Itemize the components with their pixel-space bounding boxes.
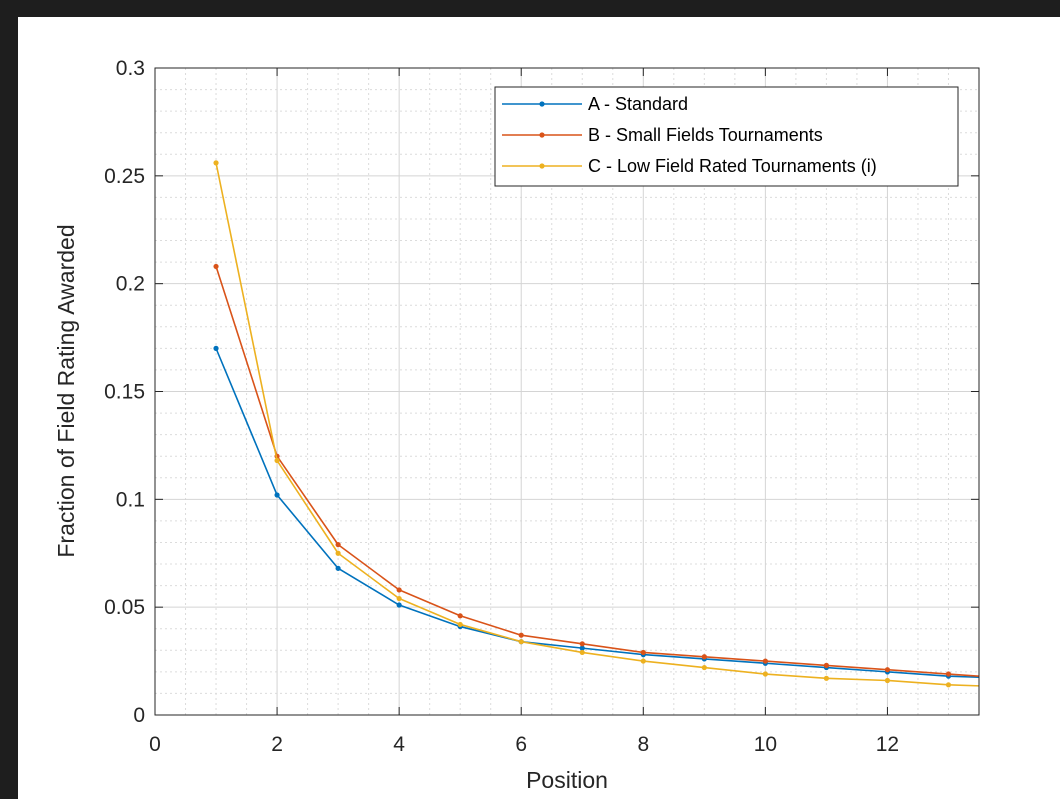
series-point-0 bbox=[396, 602, 402, 608]
x-axis-label: Position bbox=[526, 767, 608, 793]
figure: 0 2 4 6 8 10 12 0 0.05 0.1 0.15 0.2 0.25 0.3 Positio… bbox=[18, 17, 1060, 799]
series-point-1 bbox=[701, 654, 707, 660]
series-point-2 bbox=[274, 457, 280, 464]
series-point-1 bbox=[640, 649, 646, 656]
series-point-0 bbox=[274, 492, 280, 498]
legend-marker-1 bbox=[539, 132, 545, 138]
series-point-1 bbox=[884, 667, 891, 673]
y-axis-label: Fraction of Field Rating Awarded bbox=[53, 224, 79, 557]
y-tick-label: 0.1 bbox=[116, 488, 145, 511]
legend: A - Standard B - Small Fields Tournaments… bbox=[494, 86, 959, 187]
legend-label-0: A - Standard bbox=[588, 94, 688, 114]
series-point-2 bbox=[640, 658, 646, 664]
x-tick-label: 2 bbox=[271, 733, 283, 756]
y-tick-label: 0.2 bbox=[116, 273, 145, 296]
series-point-2 bbox=[884, 677, 891, 684]
series-point-2 bbox=[518, 639, 524, 645]
series-point-0 bbox=[1007, 676, 1012, 681]
series-point-1 bbox=[1007, 676, 1012, 681]
series-point-1 bbox=[335, 542, 341, 548]
series-point-2 bbox=[1007, 684, 1012, 689]
series-point-1 bbox=[518, 632, 524, 638]
x-tick-label: 6 bbox=[515, 733, 527, 756]
series-line-0 bbox=[215, 348, 979, 679]
series-point-2 bbox=[335, 550, 341, 556]
series-point-2 bbox=[823, 675, 830, 681]
series-point-0 bbox=[335, 565, 341, 571]
y-tick-label: 0 bbox=[133, 704, 145, 727]
series-point-2 bbox=[579, 649, 585, 656]
series-point-2 bbox=[396, 595, 402, 602]
legend-label-2: C - Low Field Rated Tournaments (i) bbox=[588, 156, 877, 176]
x-tick-label: 8 bbox=[637, 733, 649, 756]
y-tick-label: 0.05 bbox=[104, 596, 145, 619]
y-tick-label: 0.3 bbox=[116, 57, 145, 80]
series-point-1 bbox=[945, 671, 952, 677]
series-line-1 bbox=[215, 266, 979, 677]
series-point-2 bbox=[762, 671, 768, 677]
series-line-2 bbox=[215, 162, 979, 687]
series-point-1 bbox=[457, 613, 463, 619]
series-point-2 bbox=[457, 621, 463, 628]
series-point-1 bbox=[579, 641, 585, 647]
series-point-0 bbox=[579, 645, 585, 651]
legend-label-1: B - Small Fields Tournaments bbox=[588, 125, 823, 145]
legend-marker-0 bbox=[539, 101, 545, 107]
legend-marker-2 bbox=[539, 163, 545, 169]
y-tick-label: 0.15 bbox=[104, 381, 145, 404]
x-tick-labels: 0 2 4 6 8 10 12 bbox=[149, 733, 899, 756]
x-tick-label: 4 bbox=[393, 733, 405, 756]
series-point-2 bbox=[213, 160, 219, 166]
axis-ticks bbox=[154, 67, 979, 716]
series-layer bbox=[213, 160, 1012, 689]
x-tick-label: 0 bbox=[149, 733, 161, 756]
x-tick-label: 10 bbox=[754, 733, 777, 756]
x-tick-label: 12 bbox=[876, 733, 899, 756]
series-point-1 bbox=[396, 587, 402, 593]
series-point-1 bbox=[823, 662, 830, 668]
series-point-1 bbox=[762, 658, 768, 664]
series-point-2 bbox=[701, 664, 707, 671]
line-chart: 0 2 4 6 8 10 12 0 0.05 0.1 0.15 0.2 0.25 0.3 Positio… bbox=[53, 57, 1012, 793]
y-tick-label: 0.25 bbox=[104, 165, 145, 188]
y-tick-labels: 0 0.05 0.1 0.15 0.2 0.25 0.3 bbox=[104, 57, 145, 727]
series-point-0 bbox=[213, 345, 219, 351]
series-point-1 bbox=[213, 263, 219, 270]
series-point-2 bbox=[945, 682, 952, 688]
